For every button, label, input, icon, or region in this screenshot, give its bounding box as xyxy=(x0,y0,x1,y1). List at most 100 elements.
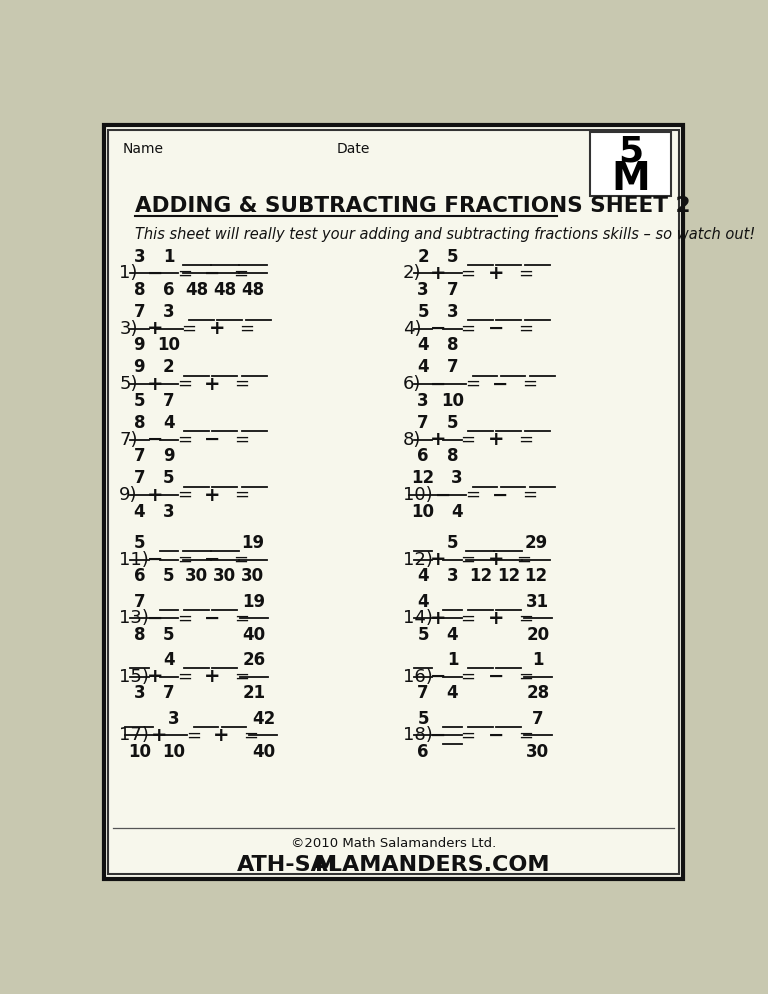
Text: 30: 30 xyxy=(185,568,208,585)
Text: =: = xyxy=(239,320,254,338)
Text: −: − xyxy=(492,485,508,505)
Text: =: = xyxy=(234,375,249,394)
FancyBboxPatch shape xyxy=(104,125,684,879)
Text: 12): 12) xyxy=(403,551,433,569)
Text: +: + xyxy=(488,608,504,628)
Text: 30: 30 xyxy=(213,568,237,585)
Text: =: = xyxy=(177,486,192,504)
Text: 4: 4 xyxy=(447,685,458,703)
Text: −: − xyxy=(147,430,163,449)
Text: =: = xyxy=(518,264,533,282)
Text: Date: Date xyxy=(336,141,369,155)
Text: 40: 40 xyxy=(243,626,266,644)
Text: 1: 1 xyxy=(447,651,458,669)
Text: 1): 1) xyxy=(119,264,137,282)
Text: =: = xyxy=(233,551,247,569)
Text: 8): 8) xyxy=(403,430,422,448)
Text: +: + xyxy=(204,485,220,505)
Text: =: = xyxy=(518,727,533,745)
Text: 3: 3 xyxy=(452,469,463,487)
Text: ©2010 Math Salamanders Ltd.: ©2010 Math Salamanders Ltd. xyxy=(291,837,496,850)
Text: =: = xyxy=(234,430,249,448)
Text: −: − xyxy=(147,608,163,628)
Text: 5: 5 xyxy=(447,414,458,432)
Text: 18): 18) xyxy=(403,727,432,745)
Text: 6): 6) xyxy=(403,375,422,394)
Text: 30: 30 xyxy=(241,568,264,585)
Text: =: = xyxy=(518,430,533,448)
Text: =: = xyxy=(461,727,475,745)
Text: 4: 4 xyxy=(163,651,174,669)
Text: +: + xyxy=(209,319,225,338)
Text: −: − xyxy=(430,375,447,394)
Text: 4: 4 xyxy=(163,414,174,432)
Text: 5): 5) xyxy=(119,375,137,394)
Text: −: − xyxy=(488,667,504,686)
Text: =: = xyxy=(234,668,249,686)
Text: 10: 10 xyxy=(162,743,185,761)
Text: +: + xyxy=(488,263,504,282)
Text: 6: 6 xyxy=(417,743,429,761)
Text: =: = xyxy=(461,609,475,627)
Text: −: − xyxy=(492,375,508,394)
Text: 12: 12 xyxy=(412,469,435,487)
Text: 9): 9) xyxy=(119,486,137,504)
Text: 5: 5 xyxy=(417,626,429,644)
Text: +: + xyxy=(430,263,447,282)
Text: +: + xyxy=(204,375,220,394)
Text: 10: 10 xyxy=(128,743,151,761)
Text: 4: 4 xyxy=(134,503,145,521)
Text: 3: 3 xyxy=(167,710,179,728)
Text: 48: 48 xyxy=(241,281,264,299)
Text: 4: 4 xyxy=(417,592,429,610)
Text: 7: 7 xyxy=(134,447,145,465)
Text: 10: 10 xyxy=(157,336,180,355)
Text: =: = xyxy=(461,320,475,338)
Text: =: = xyxy=(518,320,533,338)
Text: =: = xyxy=(465,486,480,504)
Text: =: = xyxy=(233,264,247,282)
Text: −: − xyxy=(147,263,163,282)
Text: 48: 48 xyxy=(185,281,208,299)
Text: =: = xyxy=(522,486,538,504)
Text: +: + xyxy=(147,485,163,505)
Text: 5: 5 xyxy=(417,710,429,728)
Text: 28: 28 xyxy=(526,685,549,703)
Text: 6: 6 xyxy=(163,281,174,299)
Text: =: = xyxy=(461,430,475,448)
Text: 4): 4) xyxy=(403,320,422,338)
Text: 7: 7 xyxy=(417,414,429,432)
Text: 12: 12 xyxy=(525,568,548,585)
Text: 5: 5 xyxy=(447,248,458,265)
Text: 4: 4 xyxy=(417,336,429,355)
Text: M: M xyxy=(611,160,650,199)
Text: 5: 5 xyxy=(417,303,429,321)
Text: 10): 10) xyxy=(403,486,432,504)
Text: 10: 10 xyxy=(441,392,464,410)
Text: =: = xyxy=(243,727,259,745)
Text: −: − xyxy=(488,319,504,338)
Text: 7): 7) xyxy=(119,430,137,448)
Text: =: = xyxy=(461,668,475,686)
Text: =: = xyxy=(177,609,192,627)
Text: 8: 8 xyxy=(447,336,458,355)
Text: 4: 4 xyxy=(417,568,429,585)
Text: −: − xyxy=(488,726,504,745)
Text: +: + xyxy=(204,667,220,686)
Text: 5: 5 xyxy=(163,469,174,487)
Text: =: = xyxy=(522,375,538,394)
Text: 2: 2 xyxy=(163,359,174,377)
Text: 3: 3 xyxy=(417,281,429,299)
Text: +: + xyxy=(151,726,167,745)
Text: 8: 8 xyxy=(134,281,145,299)
Text: 5: 5 xyxy=(447,534,458,552)
Text: 7: 7 xyxy=(163,392,174,410)
Text: =: = xyxy=(518,668,533,686)
Text: =: = xyxy=(465,375,480,394)
FancyBboxPatch shape xyxy=(591,131,671,196)
Text: −: − xyxy=(430,319,447,338)
Text: 5: 5 xyxy=(163,626,174,644)
Text: 2): 2) xyxy=(403,264,422,282)
Text: 8: 8 xyxy=(447,447,458,465)
Text: −: − xyxy=(204,551,220,570)
